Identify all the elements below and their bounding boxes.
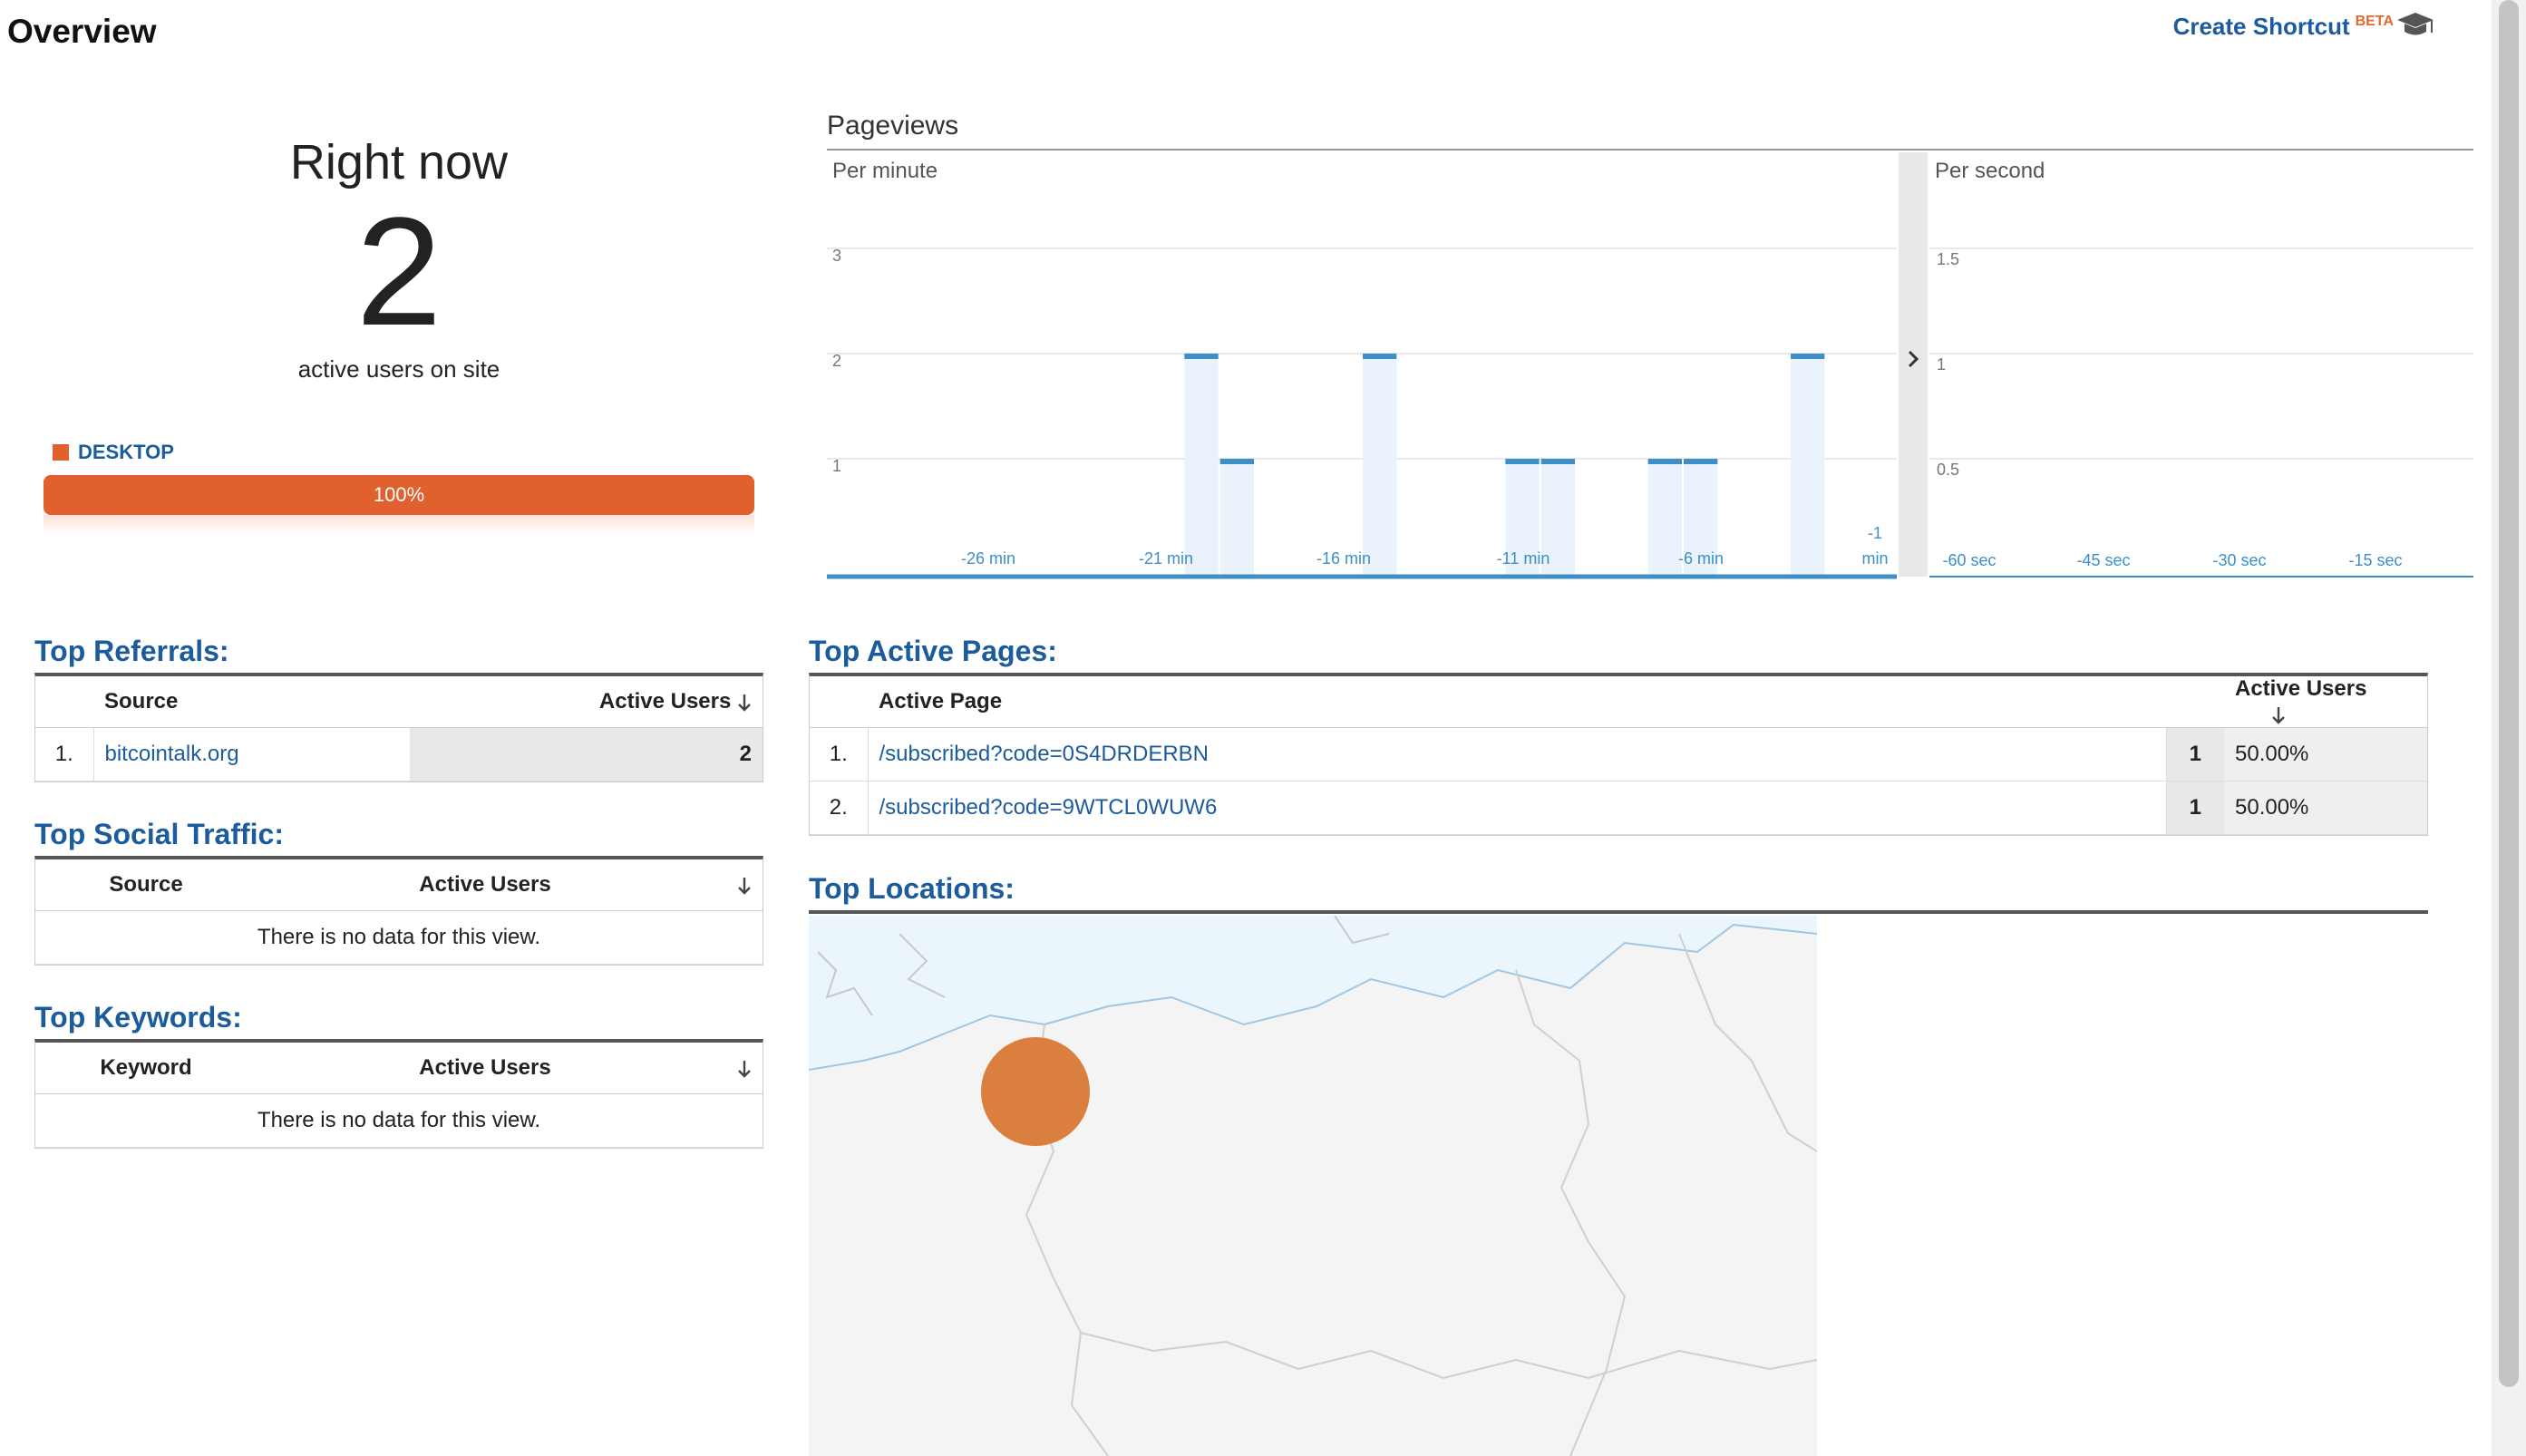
- page-title: Overview: [7, 13, 157, 50]
- per-minute-bar-cap: [1184, 354, 1219, 359]
- pageviews-chart: Per minute Per second 1 2 3 -26 min -21 min…: [827, 149, 2473, 579]
- create-shortcut-link[interactable]: Create Shortcut BETA: [2173, 13, 2394, 41]
- per-minute-bar: [1363, 354, 1397, 577]
- per-minute-x-tick: -26 min: [961, 549, 1015, 568]
- keywords-empty-message: There is no data for this view.: [35, 1093, 763, 1148]
- sort-down-icon[interactable]: [737, 876, 752, 896]
- social-users-header[interactable]: Active Users: [257, 859, 714, 911]
- sort-down-icon[interactable]: [2271, 705, 2286, 725]
- referral-source-link[interactable]: bitcointalk.org: [104, 742, 239, 766]
- beta-badge: BETA: [2355, 14, 2394, 30]
- pageviews-title: Pageviews: [827, 111, 959, 141]
- social-source-header[interactable]: Source: [35, 859, 257, 911]
- per-minute-y-tick: 2: [832, 352, 841, 370]
- page-active-percent: 50.00%: [2224, 781, 2427, 835]
- referral-active-users: 2: [410, 727, 763, 781]
- pages-page-header[interactable]: Active Page: [868, 676, 2166, 728]
- desktop-legend-label: DESKTOP: [78, 441, 174, 463]
- per-minute-bar-cap: [1363, 354, 1397, 359]
- sort-down-icon[interactable]: [737, 693, 752, 713]
- per-minute-x-tick: -21 min: [1139, 549, 1193, 568]
- per-minute-bar: [1505, 459, 1540, 577]
- per-second-y-tick: 1: [1937, 355, 1946, 374]
- top-keywords-title: Top Keywords:: [34, 1001, 242, 1034]
- per-second-x-tick: -30 sec: [2212, 551, 2266, 569]
- per-minute-bar-cap: [1791, 354, 1825, 359]
- sort-down-icon[interactable]: [737, 1059, 752, 1079]
- per-minute-bar-cap: [1647, 459, 1682, 464]
- active-users-count: 2: [355, 186, 442, 358]
- per-minute-bar: [1684, 459, 1718, 577]
- per-second-x-tick: -60 sec: [1942, 551, 1996, 569]
- location-marker[interactable]: [981, 1037, 1090, 1146]
- per-minute-bar-cap: [1540, 459, 1575, 464]
- referrals-users-header[interactable]: Active Users: [410, 676, 763, 728]
- row-rank: 1.: [35, 727, 94, 781]
- per-minute-x-tick: -11 min: [1497, 549, 1550, 568]
- per-minute-bar-cap: [1684, 459, 1718, 464]
- page-active-users: 1: [2166, 781, 2224, 835]
- pages-users-header[interactable]: Active Users: [2224, 676, 2427, 728]
- keyword-users-header[interactable]: Active Users: [257, 1043, 714, 1094]
- per-minute-bar-cap: [1505, 459, 1540, 464]
- pages-users-header-label[interactable]: Active Users: [2235, 676, 2367, 701]
- top-referrals-table: Source Active Users 1. bitcointalk.org 2: [34, 673, 763, 782]
- top-social-title: Top Social Traffic:: [34, 818, 284, 850]
- per-minute-y-tick: 1: [832, 457, 841, 475]
- create-shortcut-label[interactable]: Create Shortcut: [2172, 13, 2350, 40]
- referrals-users-header-label[interactable]: Active Users: [598, 689, 732, 713]
- page-active-users: 1: [2166, 727, 2224, 781]
- active-page-link[interactable]: /subscribed?code=9WTCL0WUW6: [879, 795, 1218, 820]
- table-row: 1. /subscribed?code=0S4DRDERBN 1 50.00%: [810, 727, 2427, 781]
- device-share-percent: 100%: [373, 483, 425, 506]
- top-locations-rule: [809, 910, 2428, 914]
- top-keywords-table: Keyword Active Users There is no data fo…: [34, 1039, 763, 1149]
- top-pages-table: Active Page Active Users 1. /subscribed?…: [809, 673, 2428, 836]
- per-minute-bar: [1791, 354, 1825, 577]
- per-second-label: Per second: [1935, 159, 2045, 183]
- per-minute-x-tick: -16 min: [1316, 549, 1371, 568]
- row-rank: 2.: [810, 781, 869, 835]
- active-users-label: active users on site: [297, 355, 500, 383]
- per-minute-x-tick: -1: [1868, 524, 1882, 542]
- top-pages-title: Top Active Pages:: [809, 635, 1057, 667]
- per-second-y-tick: 0.5: [1937, 461, 1959, 479]
- map-canvas: [809, 916, 1817, 1456]
- per-minute-bar: [1219, 459, 1254, 577]
- per-minute-bar: [1184, 354, 1219, 577]
- referrals-source-header[interactable]: Source: [93, 676, 411, 728]
- page-active-percent: 50.00%: [2224, 727, 2427, 781]
- per-minute-bar: [1540, 459, 1575, 577]
- device-share-bar-reflection: [44, 515, 754, 535]
- row-rank: 1.: [810, 727, 869, 781]
- table-row: 1. bitcointalk.org 2: [35, 727, 763, 781]
- keyword-header[interactable]: Keyword: [35, 1043, 257, 1094]
- active-page-link[interactable]: /subscribed?code=0S4DRDERBN: [879, 742, 1210, 766]
- per-second-y-tick: 1.5: [1937, 250, 1959, 268]
- per-minute-y-tick: 3: [832, 247, 841, 265]
- per-second-x-tick: -15 sec: [2348, 551, 2402, 569]
- per-minute-bar: [1647, 459, 1682, 577]
- graduation-cap-icon[interactable]: [2395, 7, 2435, 44]
- right-now-title: Right now: [289, 135, 509, 189]
- table-row: 2. /subscribed?code=9WTCL0WUW6 1 50.00%: [810, 781, 2427, 835]
- device-share-bar[interactable]: 100%: [44, 475, 754, 515]
- top-social-table: Source Active Users There is no data for…: [34, 856, 763, 966]
- social-empty-message: There is no data for this view.: [35, 910, 763, 965]
- per-minute-x-tick: -6 min: [1678, 549, 1724, 568]
- desktop-legend-swatch: [53, 444, 69, 461]
- per-minute-label: Per minute: [832, 159, 938, 183]
- per-second-x-tick: -45 sec: [2076, 551, 2130, 569]
- scrollbar-thumb[interactable]: [2499, 0, 2519, 1387]
- expand-chevron-icon[interactable]: [1908, 350, 1919, 368]
- top-locations-title: Top Locations:: [809, 872, 1015, 905]
- device-share-bar-fill: [44, 475, 754, 515]
- locations-map[interactable]: [809, 916, 1817, 1456]
- per-minute-x-tick: min: [1861, 549, 1888, 568]
- top-referrals-title: Top Referrals:: [34, 635, 229, 667]
- per-minute-bar-cap: [1219, 459, 1254, 464]
